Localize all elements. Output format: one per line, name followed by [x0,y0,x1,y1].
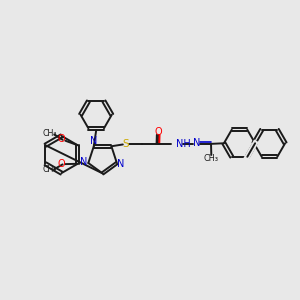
Text: O: O [154,128,162,137]
Text: CH₃: CH₃ [43,165,57,174]
Text: N: N [193,138,200,148]
Text: CH₃: CH₃ [204,154,219,164]
Text: CH₃: CH₃ [43,129,57,138]
Text: O: O [57,159,65,170]
Text: O: O [57,134,65,144]
Text: S: S [122,139,129,149]
Text: N: N [90,136,98,146]
Text: N: N [117,159,125,169]
Text: NH: NH [176,139,191,149]
Text: N: N [80,158,88,167]
